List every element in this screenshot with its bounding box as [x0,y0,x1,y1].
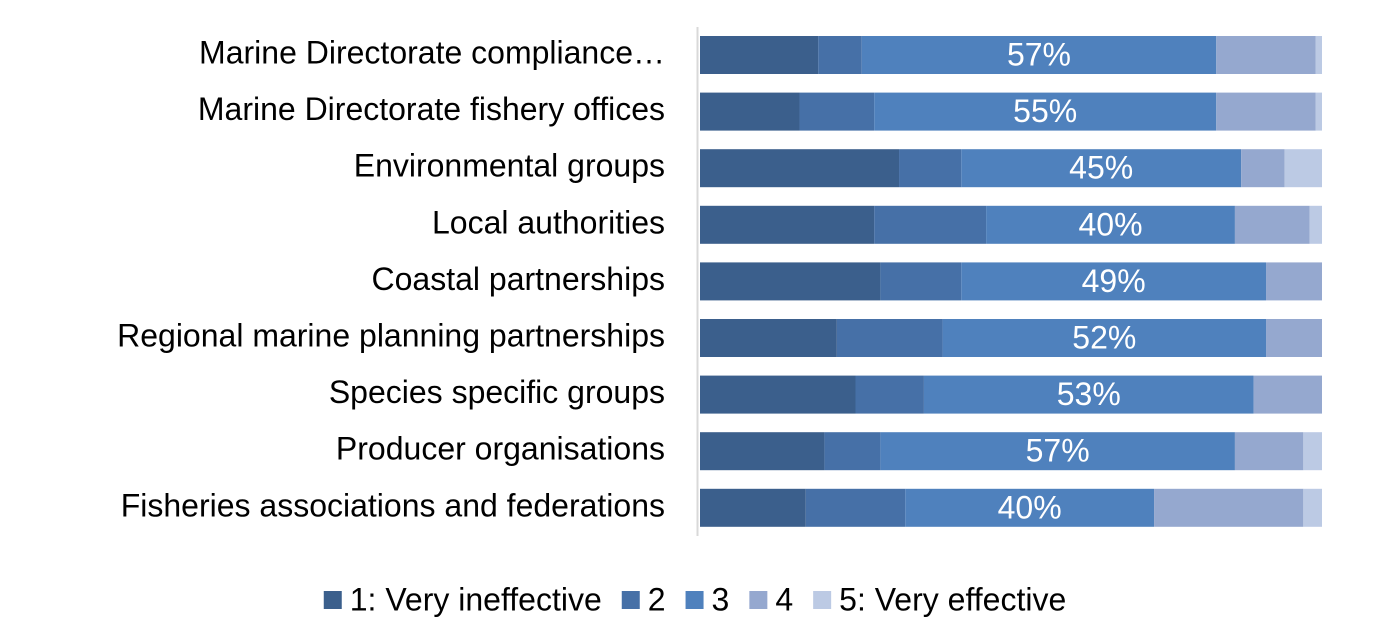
legend-swatch [749,591,768,609]
bar-segment [1234,205,1310,244]
legend-swatch [813,591,832,609]
bar-segment [700,149,900,188]
bar-segment [961,262,1267,301]
bar-segment [1303,432,1322,471]
bar-segment [1253,375,1322,414]
bar-segment [836,319,943,357]
bar-segment [700,262,881,301]
legend-swatch [323,591,342,609]
bar-segment [905,488,1155,527]
bar-segment [1234,432,1304,471]
bar-segment [1266,262,1322,301]
data-label: 57% [1026,433,1090,469]
y-tick-label: Producer organisations [336,431,665,467]
bar-segment [1315,92,1322,131]
y-tick-label: Species specific groups [329,374,665,410]
bar-segment [899,149,962,188]
legend-swatch [621,591,640,609]
bar-segment [1216,92,1316,131]
data-label: 45% [1069,150,1133,186]
bar-segment [700,319,837,357]
y-tick-label: Fisheries associations and federations [121,487,665,523]
legend-label: 4 [775,581,793,617]
legend-label: 3 [712,581,730,617]
data-label: 40% [998,489,1062,525]
bar-segment [824,432,881,471]
bar-segment [942,319,1267,357]
y-tick-label: Regional marine planning partnerships [117,317,665,353]
bar-segment [874,92,1217,131]
bar-segment [700,432,825,471]
data-label: 57% [1007,36,1071,72]
bar-segment [1216,36,1316,74]
bar-segment [961,149,1242,188]
bar-segment [1284,149,1322,188]
y-tick-label: Local authorities [432,204,665,240]
bar-segment [818,36,862,74]
y-tick-label: Coastal partnerships [372,261,665,297]
bar-segment [1154,488,1304,527]
legend-label: 1: Very ineffective [350,581,602,617]
data-label: 53% [1057,376,1121,412]
bar-segment [700,205,875,244]
bar-segment [799,92,875,131]
bar-segment [855,375,924,414]
data-label: 52% [1072,319,1136,355]
legend-label: 2 [648,581,666,617]
y-tick-label: Environmental groups [354,148,665,184]
bar-segment [700,36,819,74]
bar-segment [700,92,800,131]
bar-segment [805,488,906,527]
data-label: 40% [1078,206,1142,242]
bar-segment [1315,36,1322,74]
legend-label: 5: Very effective [839,581,1066,617]
bar-segment [923,375,1254,414]
bar-segment [1266,319,1322,357]
y-tick-label: Marine Directorate fishery offices [198,91,665,127]
bar-segment [880,262,962,301]
y-tick-label: Marine Directorate compliance… [199,34,665,70]
bar-segment [880,432,1235,471]
bar-segment [1309,205,1322,244]
data-label: 55% [1013,93,1077,129]
bar-segment [700,488,806,527]
bar-segment [861,36,1217,74]
bar-segment [1303,488,1322,527]
bar-segment [1241,149,1285,188]
data-label: 49% [1082,263,1146,299]
bar-segment [874,205,987,244]
legend-swatch [685,591,704,609]
legend: 1: Very ineffective 2 3 4 5: Very effective [323,581,1066,617]
bar-segment [700,375,856,414]
bar-segment [986,205,1235,244]
